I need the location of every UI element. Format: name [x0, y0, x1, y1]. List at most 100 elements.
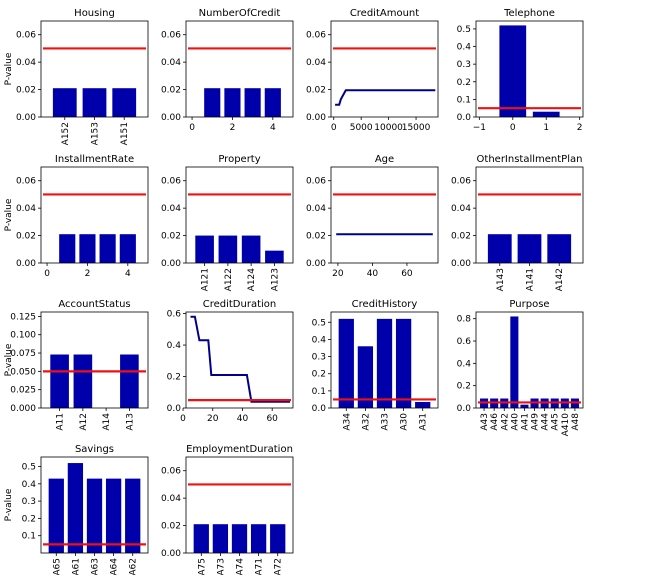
bar — [204, 88, 221, 117]
bar — [67, 463, 84, 553]
panel-telephone: Telephone 0.0 0.1 0.2 0.3 0.4 0.5 −1 0 1 2 — [457, 8, 584, 133]
y-tick-label: 0.050 — [10, 367, 36, 377]
y-tick-label: 0.04 — [161, 204, 181, 214]
y-tick-label: 0.00 — [16, 113, 36, 123]
x-tick-label: A34 — [342, 413, 352, 431]
chart-title: OtherInstallmentPlan — [477, 154, 583, 165]
y-tick-label: 0.0 — [457, 404, 472, 414]
chart-title: EmploymentDuration — [186, 444, 293, 455]
x-tick-label: 1 — [543, 123, 549, 133]
bar — [195, 235, 214, 263]
x-tick-label: A45 — [551, 413, 561, 431]
bar — [520, 404, 529, 408]
x-tick-label: 4 — [125, 269, 131, 279]
y-tick-label: 0.02 — [161, 232, 181, 242]
y-tick-label: 0.1 — [457, 95, 471, 105]
bar — [517, 234, 542, 263]
y-tick-label: 0.06 — [161, 31, 181, 41]
x-tick-label: A153 — [91, 122, 101, 145]
x-tick-label: 60 — [266, 414, 278, 424]
x-tick-label: A124 — [247, 268, 257, 292]
y-tick-label: 0.02 — [16, 232, 36, 242]
panel-employment-duration: EmploymentDuration 0.00 0.02 0.04 0.06 A75 A73… — [161, 444, 294, 575]
bar — [395, 318, 412, 408]
bar — [79, 234, 96, 263]
y-tick-label: 0.4 — [312, 335, 327, 345]
chart-title: CreditAmount — [350, 8, 419, 19]
y-tick-label: 0.4 — [457, 43, 472, 53]
y-axis-label: P-value — [4, 52, 14, 85]
panel-purpose: Purpose 0.0 0.2 0.4 0.6 0.8 A43 A46 A42 A40 A41 A49… — [457, 299, 584, 437]
x-tick-label: 2 — [85, 269, 91, 279]
x-tick-label: 15000 — [402, 123, 431, 133]
x-tick-label: 5000 — [350, 123, 373, 133]
x-tick-label: A75 — [197, 558, 207, 575]
bar — [532, 111, 560, 117]
y-tick-label: 0.6 — [457, 337, 472, 347]
x-tick-label: A63 — [91, 558, 101, 575]
bar — [212, 524, 229, 553]
y-tick-label: 0.04 — [161, 494, 181, 504]
bar — [50, 354, 69, 408]
bar — [112, 88, 137, 117]
panel-installment-rate: InstallmentRate P-value 0.00 0.02 0.04 0.06 0 2… — [4, 154, 149, 279]
y-tick-label: 0.2 — [167, 373, 181, 383]
chart-title: InstallmentRate — [55, 154, 134, 165]
chart-title: Housing — [74, 8, 115, 19]
x-tick-label: A30 — [400, 413, 410, 431]
y-tick-label: 0.075 — [10, 349, 36, 359]
bar — [224, 88, 241, 117]
panel-account-status: AccountStatus P-value 0.000 0.025 0.050 0.075… — [4, 299, 149, 431]
axes-frame — [330, 166, 439, 264]
y-tick-label: 0.00 — [161, 549, 181, 559]
x-tick-label: A122 — [224, 268, 234, 291]
panel-credit-amount: CreditAmount 0.00 0.02 0.04 0.06 0 5000 1000015… — [306, 8, 439, 133]
chart-title: Purpose — [509, 299, 549, 310]
y-tick-label: 0.06 — [16, 31, 36, 41]
x-tick-label: 0 — [44, 269, 50, 279]
x-tick-label: 0 — [189, 123, 195, 133]
x-tick-label: A32 — [361, 413, 371, 431]
y-tick-label: 0.2 — [457, 382, 471, 392]
y-tick-label: 0.06 — [306, 31, 326, 41]
bar — [241, 235, 261, 263]
x-tick-label: A410 — [561, 413, 571, 437]
y-tick-label: 0.4 — [22, 480, 37, 490]
x-tick-label: A141 — [526, 268, 536, 291]
axes-frame — [185, 166, 294, 264]
bar — [415, 402, 431, 408]
bar — [338, 318, 354, 408]
x-tick-label: 0 — [180, 414, 186, 424]
x-tick-label: A151 — [120, 122, 130, 145]
y-tick-label: 0.06 — [161, 177, 181, 187]
x-tick-label: A46 — [490, 413, 500, 431]
bar — [218, 235, 238, 263]
bar — [244, 88, 261, 117]
x-tick-label: A64 — [110, 558, 120, 575]
chart-title: CreditHistory — [352, 299, 418, 310]
axes-frame — [185, 311, 294, 409]
y-tick-label: 0.6 — [167, 310, 182, 320]
y-tick-label: 0.2 — [22, 514, 36, 524]
y-tick-label: 0.0 — [457, 113, 472, 123]
axes-frame — [475, 20, 584, 118]
chart-title: Age — [375, 154, 394, 165]
panel-number-of-credit: NumberOfCredit 0.00 0.02 0.04 0.06 0 2 4 — [161, 8, 294, 133]
chart-title: NumberOfCredit — [199, 8, 281, 19]
y-tick-label: 0.02 — [16, 86, 36, 96]
x-tick-label: 0 — [510, 123, 516, 133]
x-tick-label: 20 — [207, 414, 219, 424]
x-tick-label: A12 — [79, 413, 89, 431]
y-tick-label: 0.5 — [312, 318, 326, 328]
x-tick-label: A123 — [270, 268, 280, 291]
bar — [82, 88, 107, 117]
bar — [264, 88, 281, 117]
y-tick-label: 0.06 — [306, 177, 326, 187]
bar — [510, 316, 519, 408]
x-tick-label: −1 — [473, 123, 486, 133]
bar — [59, 234, 76, 263]
x-tick-label: 0 — [331, 123, 337, 133]
y-tick-label: 0.02 — [306, 232, 326, 242]
y-tick-label: 0.00 — [16, 259, 36, 269]
panel-housing: Housing P-value 0.00 0.02 0.04 0.06 A152 A153 A1… — [4, 8, 149, 145]
